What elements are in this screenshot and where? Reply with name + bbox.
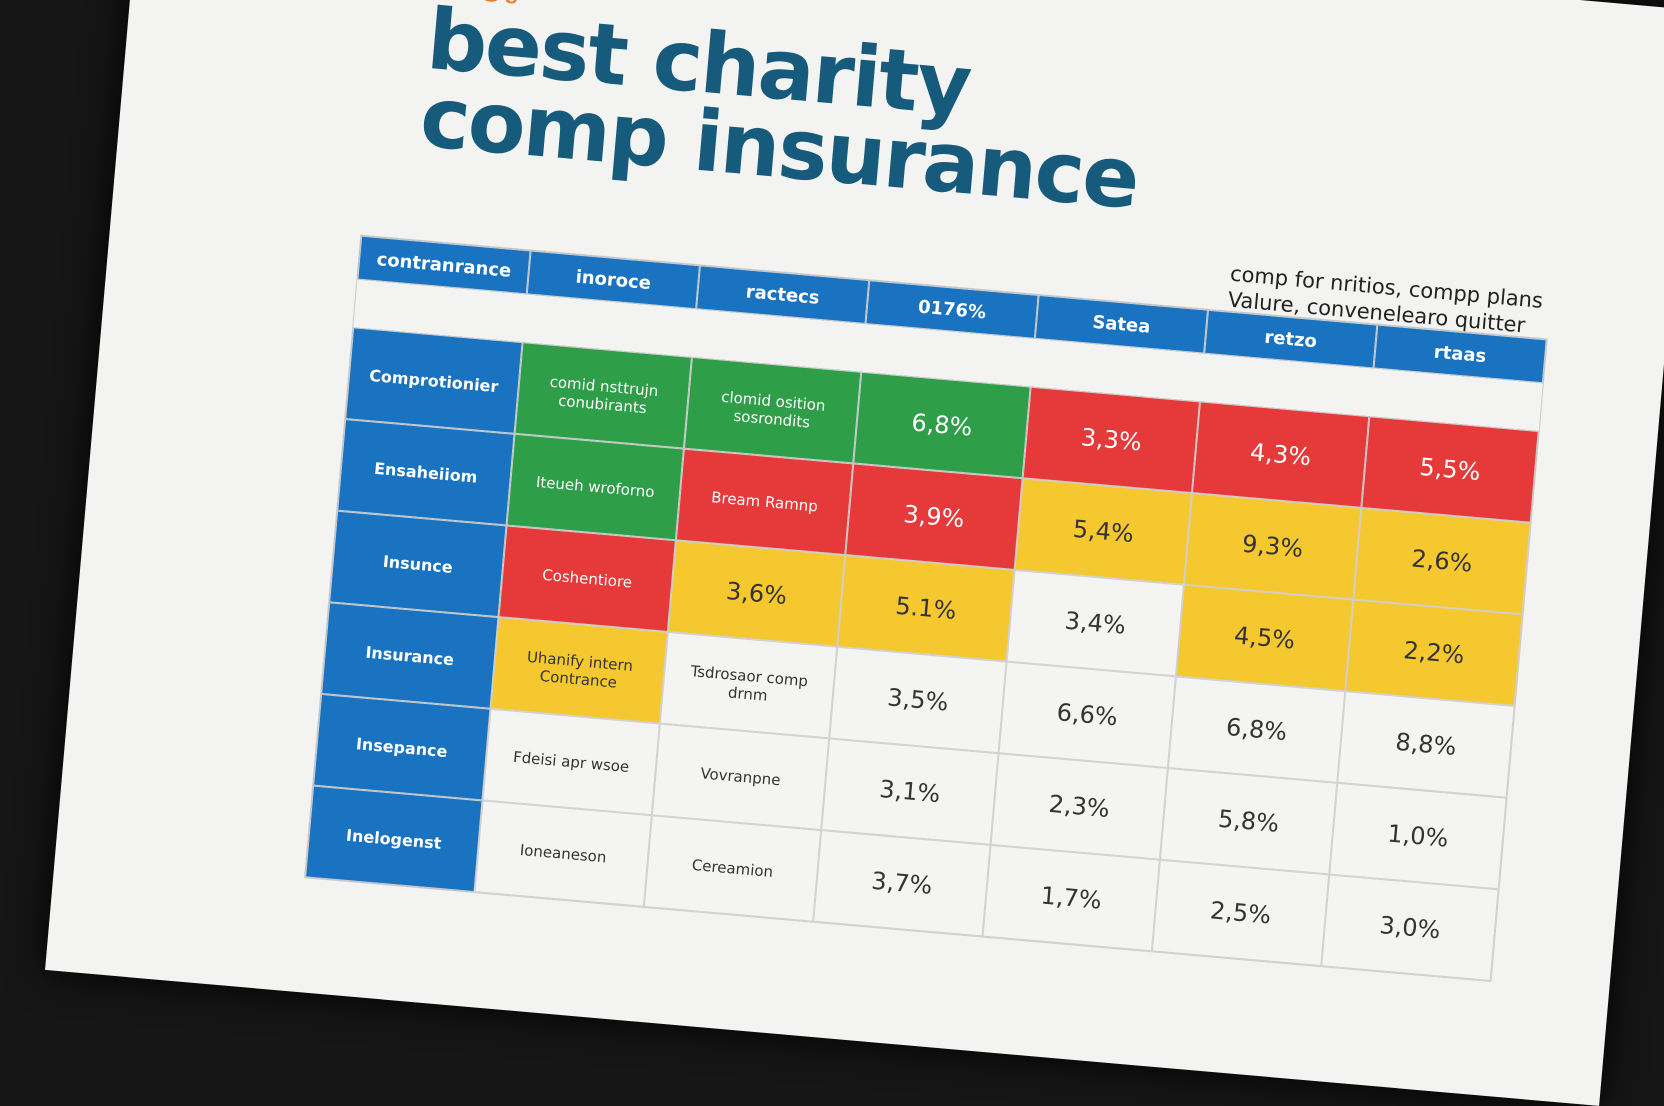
column-header: 0176%: [865, 280, 1039, 339]
table-cell: 9,3%: [1183, 493, 1362, 600]
row-label: Insurance: [321, 602, 499, 709]
table-cell: Coshentiore: [498, 525, 676, 632]
column-header: inoroce: [526, 250, 700, 310]
table-cell: 6,8%: [853, 371, 1031, 479]
table-cell: Ioneaneson: [474, 800, 652, 907]
column-header: ractecs: [696, 265, 870, 324]
table-cell: 2,2%: [1345, 599, 1523, 707]
row-label: Inelogenst: [305, 785, 483, 893]
table-cell: 2,5%: [1151, 859, 1330, 967]
table-cell: 3,6%: [667, 540, 846, 647]
table-cell: 6,6%: [998, 661, 1176, 769]
table-cell: 2,3%: [990, 753, 1168, 860]
table-cell: Bream Ramnp: [675, 448, 854, 556]
table-cell: 3,0%: [1321, 874, 1499, 981]
row-label: Insunce: [329, 510, 507, 618]
row-label: Insepance: [313, 693, 491, 801]
table-cell: 3,9%: [845, 463, 1023, 570]
table-cell: 3,3%: [1022, 386, 1200, 494]
table-cell: 3,7%: [813, 830, 991, 937]
table-cell: Fdeisi apr wsoe: [482, 708, 660, 816]
column-header: Satea: [1034, 294, 1208, 354]
table-cell: Uhanify intern Contrance: [490, 617, 668, 724]
table-cell: 5.1%: [837, 555, 1015, 662]
table-cell: 5,5%: [1361, 416, 1539, 523]
table-cell: Cereamion: [643, 815, 822, 922]
table-cell: clomid osition sosrondits: [683, 356, 862, 464]
row-label: Comprotionier: [345, 327, 523, 434]
table-cell: comid nsttrujn conubirants: [514, 342, 692, 449]
table-cell: 5,4%: [1014, 478, 1192, 585]
table-cell: 6,8%: [1167, 676, 1346, 783]
table-cell: Tsdrosaor comp drnm: [659, 631, 838, 739]
table-cell: 3,5%: [829, 646, 1007, 754]
page: best best charity comp insurance comp fo…: [45, 0, 1664, 1106]
row-label: Ensaheiiom: [337, 418, 515, 526]
table-cell: 5,8%: [1159, 768, 1338, 875]
column-header: contranrance: [357, 235, 531, 295]
table-cell: 3,1%: [821, 738, 999, 845]
table-cell: Vovranpne: [651, 723, 830, 831]
table-cell: 1,7%: [982, 844, 1160, 952]
table-cell: 4,5%: [1175, 584, 1354, 692]
title: best charity comp insurance: [417, 0, 1147, 228]
paper: best best charity comp insurance comp fo…: [45, 0, 1664, 1106]
table-cell: 8,8%: [1337, 691, 1515, 798]
table: contranrance inoroce ractecs 0176% Satea retz…: [304, 234, 1548, 983]
table-cell: 3,4%: [1006, 569, 1184, 677]
table-cell: Iteueh wroforno: [506, 433, 684, 541]
table-cell: 1,0%: [1329, 782, 1507, 890]
table-cell: 2,6%: [1353, 507, 1531, 615]
table-cell: 4,3%: [1191, 401, 1370, 508]
